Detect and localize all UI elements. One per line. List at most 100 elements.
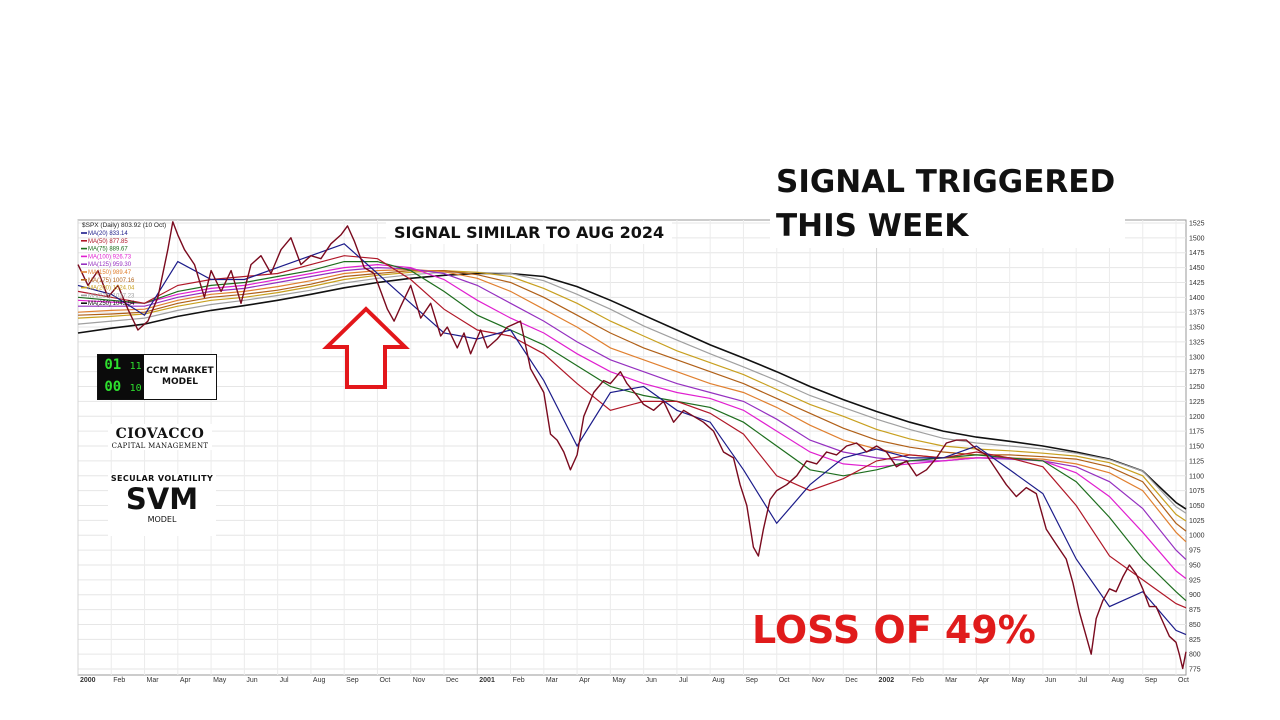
- up-arrow-icon: [322, 306, 410, 389]
- x-tick-label: Jul: [679, 677, 688, 684]
- y-tick-label: 1425: [1189, 280, 1205, 287]
- y-tick-label: 1400: [1189, 295, 1205, 302]
- x-tick-label: Apr: [978, 677, 990, 684]
- y-axis-ticks: 775 800 825 850 875 900 925 950 975 1000 1025 1050 1…: [1189, 220, 1205, 673]
- y-tick-label: 1200: [1189, 414, 1205, 421]
- y-tick-label: 825: [1189, 637, 1201, 644]
- y-tick-label: 1025: [1189, 518, 1205, 525]
- y-tick-label: 1050: [1189, 503, 1205, 510]
- x-tick-label: Jul: [1078, 677, 1087, 684]
- digits-row-2: 00 10: [104, 379, 142, 395]
- y-tick-label: 1225: [1189, 399, 1205, 406]
- x-tick-label: Oct: [779, 677, 790, 684]
- y-tick-label: 1350: [1189, 325, 1205, 332]
- x-tick-label: Sep: [745, 677, 758, 684]
- x-tick-label: 2001: [479, 677, 495, 684]
- x-tick-label: Feb: [513, 677, 525, 684]
- price-line: [77, 221, 1187, 670]
- y-tick-label: 1450: [1189, 265, 1205, 272]
- ma-line-ma75: [77, 261, 1187, 602]
- y-tick-label: 1525: [1189, 220, 1205, 227]
- digits-row-1: 01 11: [104, 357, 142, 373]
- y-tick-label: 800: [1189, 652, 1201, 659]
- svm-logo: SECULAR VOLATILITY SVM MODEL: [108, 474, 216, 536]
- y-tick-label: 1150: [1189, 444, 1204, 451]
- x-tick-label: Mar: [546, 677, 559, 684]
- y-tick-label: 1075: [1189, 488, 1205, 495]
- x-tick-label: Oct: [1178, 677, 1189, 684]
- ccm-label-line-2: MODEL: [162, 377, 198, 387]
- x-tick-label: May: [1012, 677, 1026, 684]
- svm-title: SVM: [125, 482, 199, 516]
- ccm-label: CCM MARKET MODEL: [144, 355, 216, 399]
- svm-model-label: MODEL: [147, 515, 177, 524]
- y-tick-label: 1125: [1189, 458, 1204, 465]
- x-tick-label: Nov: [413, 677, 426, 684]
- x-tick-label: Aug: [1111, 677, 1124, 684]
- x-tick-label: Feb: [912, 677, 924, 684]
- x-tick-label: Nov: [812, 677, 825, 684]
- x-tick-label: May: [213, 677, 227, 684]
- x-tick-label: Jun: [246, 677, 257, 684]
- x-tick-label: May: [612, 677, 626, 684]
- ma-line-ma200: [77, 269, 1187, 522]
- y-tick-label: 875: [1189, 607, 1201, 614]
- y-tick-label: 1300: [1189, 354, 1205, 361]
- legend-entry: MA(200) 1024.04: [88, 286, 135, 292]
- x-tick-label: Jun: [1045, 677, 1056, 684]
- legend-entry: MA(225) 1037.23: [88, 293, 135, 299]
- legend-entry: MA(250) 1043.54: [88, 301, 135, 307]
- y-tick-label: 1475: [1189, 250, 1205, 257]
- y-tick-label: 975: [1189, 548, 1201, 555]
- legend-entry: MA(20) 833.14: [88, 231, 128, 237]
- legend-entry: MA(125) 959.30: [88, 262, 132, 268]
- y-tick-label: 950: [1189, 562, 1201, 569]
- subheadline-signal-similar: SIGNAL SIMILAR TO AUG 2024: [386, 221, 673, 244]
- legend-entry: MA(75) 889.67: [88, 247, 128, 253]
- ccm-label-line-1: CCM MARKET: [146, 366, 214, 376]
- y-tick-label: 1375: [1189, 310, 1205, 317]
- loss-annotation: LOSS OF 49%: [752, 608, 1036, 652]
- ma-legend: $SPX (Daily) 803.92 (10 Oct) MA(20) 833.1…: [81, 222, 166, 307]
- ciovacco-name: CIOVACCO: [115, 426, 205, 442]
- x-tick-label: Jul: [280, 677, 289, 684]
- y-tick-label: 1250: [1189, 384, 1205, 391]
- y-tick-label: 850: [1189, 622, 1201, 629]
- legend-entry: MA(150) 989.47: [88, 270, 132, 276]
- x-tick-label: Mar: [147, 677, 160, 684]
- legend-entry: MA(175) 1007.16: [88, 278, 135, 284]
- headline-signal-triggered: SIGNAL TRIGGERED THIS WEEK: [770, 160, 1126, 248]
- x-tick-label: Jun: [646, 677, 657, 684]
- y-tick-label: 1325: [1189, 339, 1205, 346]
- ccm-market-model-badge: 01 11 00 10 CCM MARKET MODEL: [97, 354, 217, 400]
- x-tick-label: Mar: [945, 677, 958, 684]
- x-tick-label: 2002: [879, 677, 895, 684]
- y-tick-label: 1100: [1189, 473, 1204, 480]
- x-axis-ticks: 2000 Feb Mar Apr May Jun Jul Aug Sep Oct Nov Dec 200…: [80, 677, 1189, 684]
- y-tick-label: 925: [1189, 577, 1201, 584]
- legend-entry: MA(50) 877.85: [88, 239, 128, 245]
- x-tick-label: Sep: [346, 677, 359, 684]
- x-tick-label: Feb: [113, 677, 125, 684]
- headline-line-1: SIGNAL TRIGGERED: [776, 164, 1116, 200]
- ma-line-ma20: [77, 243, 1187, 636]
- ma-line-ma50: [77, 255, 1187, 609]
- x-tick-label: Apr: [579, 677, 591, 684]
- ma-line-ma175: [77, 270, 1187, 532]
- ciovacco-logo: CIOVACCO CAPITAL MANAGEMENT: [108, 424, 212, 450]
- y-tick-label: 900: [1189, 592, 1201, 599]
- y-tick-label: 1175: [1189, 429, 1204, 436]
- x-tick-label: Oct: [379, 677, 390, 684]
- x-tick-label: Dec: [845, 677, 858, 684]
- x-tick-label: Aug: [712, 677, 725, 684]
- ma-line-ma225: [77, 271, 1187, 514]
- x-tick-label: Apr: [180, 677, 192, 684]
- ma-line-ma250: [77, 272, 1187, 510]
- x-tick-label: 2000: [80, 677, 96, 684]
- y-tick-label: 1500: [1189, 235, 1205, 242]
- chart-header: $SPX (Daily) 803.92 (10 Oct): [82, 222, 166, 229]
- plot-background: [77, 219, 1187, 676]
- spx-price-line: [77, 221, 1187, 670]
- ma-line-ma125: [78, 266, 1187, 561]
